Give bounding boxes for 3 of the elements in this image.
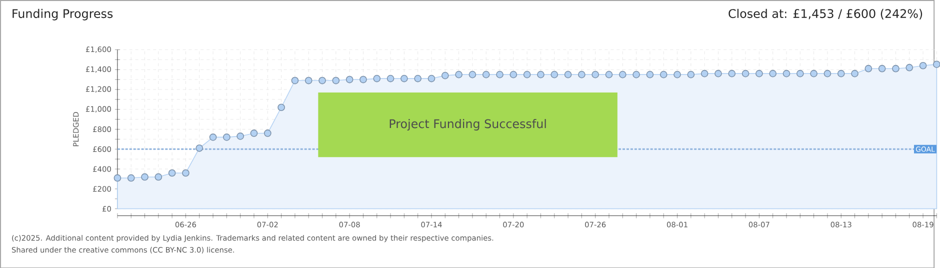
chart-subtitle: Closed at: £1,453 / £600 (242%): [728, 8, 922, 20]
annotation: Project Funding Successful: [390, 118, 546, 130]
chart-title: Funding Progress: [12, 8, 113, 20]
